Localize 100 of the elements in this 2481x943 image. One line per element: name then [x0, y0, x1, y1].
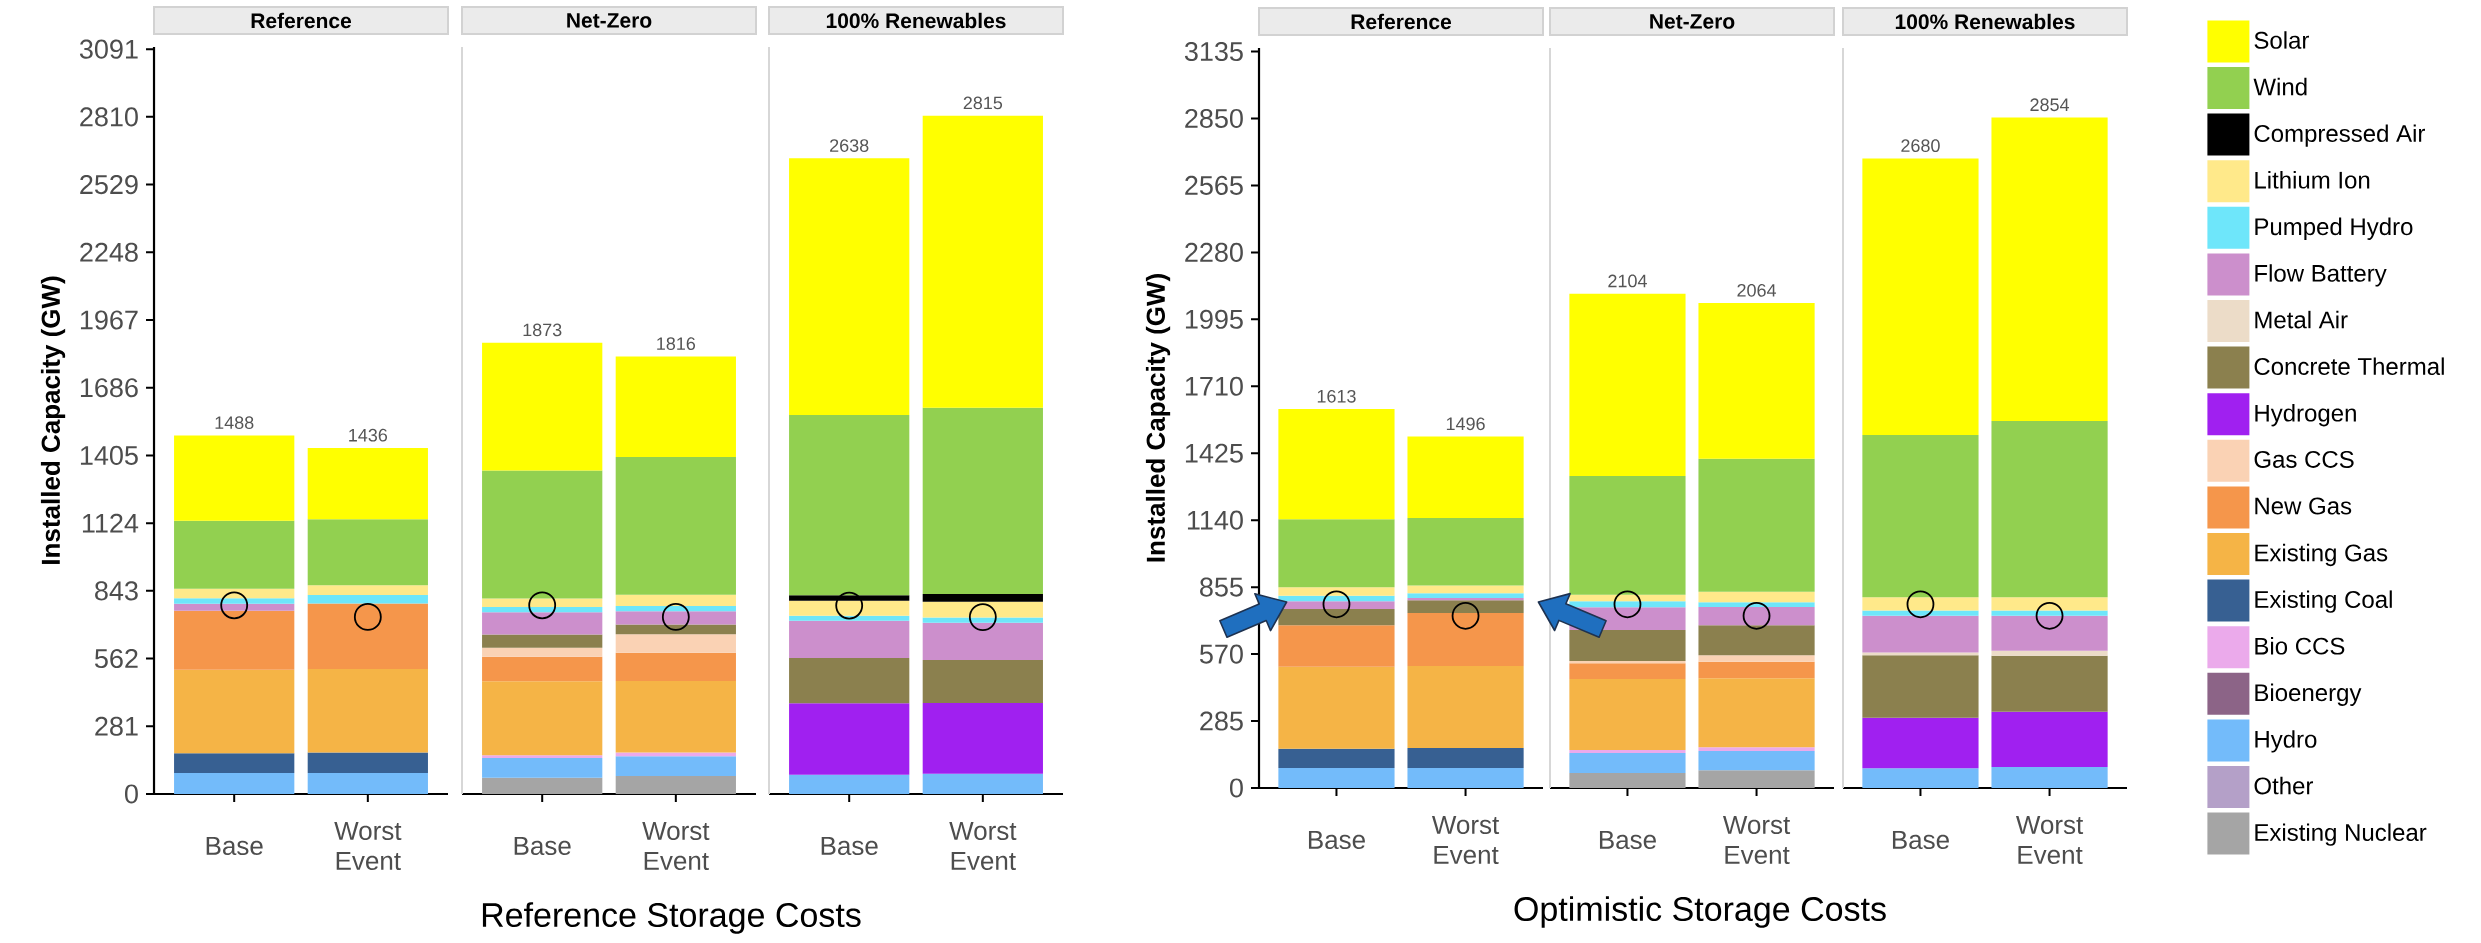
bar [482, 777, 603, 794]
bar [1569, 772, 1686, 788]
total-label: 2104 [1608, 274, 1647, 288]
bar [1278, 666, 1395, 749]
x-tick-label: Base [206, 836, 263, 856]
x-tick-label: Worst Event [642, 821, 710, 871]
bar [615, 680, 736, 753]
bar [174, 753, 295, 774]
y-tick-label: 855 [1200, 577, 1243, 597]
bar [922, 702, 1043, 774]
total-label: 1816 [657, 337, 696, 351]
bar [1991, 767, 2108, 788]
legend-label: Compressed Air [2254, 124, 2425, 147]
bar [922, 617, 1043, 623]
legend-label: Gas CCS [2254, 450, 2354, 468]
bar [482, 758, 603, 778]
bar [1278, 409, 1395, 520]
bar [922, 407, 1043, 594]
bar [482, 470, 603, 599]
bar [1698, 747, 1815, 752]
y-tick-label: 281 [95, 716, 138, 736]
bar [1698, 625, 1815, 656]
legend-label: Concrete Thermal [2254, 357, 2444, 376]
legend-label: Bio CCS [2255, 637, 2345, 655]
total-label: 1873 [523, 323, 562, 337]
total-label: 2815 [963, 96, 1003, 110]
bar [1569, 752, 1686, 773]
y-tick-label: 2248 [80, 242, 138, 262]
bar [1698, 602, 1815, 608]
x-tick-label: Worst Event [1722, 815, 1791, 865]
y-tick-label: 843 [95, 581, 138, 601]
bar [789, 620, 910, 659]
bar [922, 601, 1043, 618]
legend-label: Metal Air [2255, 310, 2348, 329]
x-axis-title: Optimistic Storage Costs [1514, 896, 1886, 928]
bar [482, 612, 603, 635]
bar [1862, 434, 1979, 598]
y-tick-label: 2280 [1185, 242, 1243, 262]
x-tick-label: Base [821, 836, 878, 856]
bar [789, 615, 910, 621]
bar [1991, 421, 2108, 598]
total-label: 1436 [349, 428, 388, 442]
bar [1991, 597, 2108, 611]
x-tick-label: Worst Event [334, 821, 402, 871]
bar [1407, 593, 1524, 598]
legend-label: Hydro [2255, 730, 2317, 753]
total-label: 1496 [1446, 417, 1485, 431]
bar [1991, 650, 2108, 656]
bar [1991, 711, 2108, 768]
x-tick-label: Base [514, 836, 571, 856]
bar [922, 773, 1043, 794]
bar [482, 755, 603, 759]
y-tick-label: 1405 [80, 445, 138, 465]
bar [1569, 678, 1686, 750]
legend-label: Pumped Hydro [2255, 217, 2413, 240]
chart-title: Reference [1351, 13, 1452, 30]
bar [1698, 678, 1815, 748]
bar [1698, 655, 1815, 662]
bar [1407, 518, 1524, 586]
total-label: 1488 [215, 416, 254, 430]
chart-title: 100% Renewables [1895, 13, 2075, 30]
bar [789, 414, 910, 596]
bar [1862, 610, 1979, 616]
chart-title: 100% Renewables [826, 12, 1006, 29]
x-tick-label: Worst Event [1431, 815, 1500, 865]
bar [1698, 770, 1815, 788]
bar [482, 342, 603, 471]
legend-label: Existing Gas [2255, 543, 2388, 567]
bar [922, 115, 1043, 408]
bar [307, 603, 428, 669]
bar [1278, 748, 1395, 769]
chart-title: Reference [251, 12, 352, 29]
legend-label: Lithium Ion [2255, 171, 2370, 189]
bar [1698, 458, 1815, 592]
chart-title: Net-Zero [567, 13, 652, 28]
y-tick-label: 2529 [80, 175, 138, 195]
bar [1569, 476, 1686, 595]
bar [482, 656, 603, 682]
bar [1698, 751, 1815, 771]
legend-label: Existing Nuclear [2255, 823, 2427, 846]
bar [615, 606, 736, 612]
bar [1407, 748, 1524, 769]
bar [307, 773, 428, 794]
bar [1407, 768, 1524, 788]
bar [1569, 601, 1686, 608]
y-tick-label: 2810 [80, 107, 138, 127]
bar [1278, 519, 1395, 588]
y-axis-title: Installed Capacity (GW) [1145, 274, 1171, 562]
bar [1569, 293, 1686, 477]
legend-label: Hydrogen [2255, 404, 2356, 427]
total-label: 2064 [1737, 283, 1777, 297]
bar [1991, 610, 2108, 616]
bar [789, 658, 910, 704]
legend-label: Wind [2253, 77, 2307, 96]
bar [922, 660, 1043, 703]
bar [615, 756, 736, 776]
bar [174, 773, 295, 794]
bar [174, 669, 295, 754]
y-tick-label: 0 [125, 784, 138, 804]
legend-label: Bioenergy [2255, 683, 2362, 706]
